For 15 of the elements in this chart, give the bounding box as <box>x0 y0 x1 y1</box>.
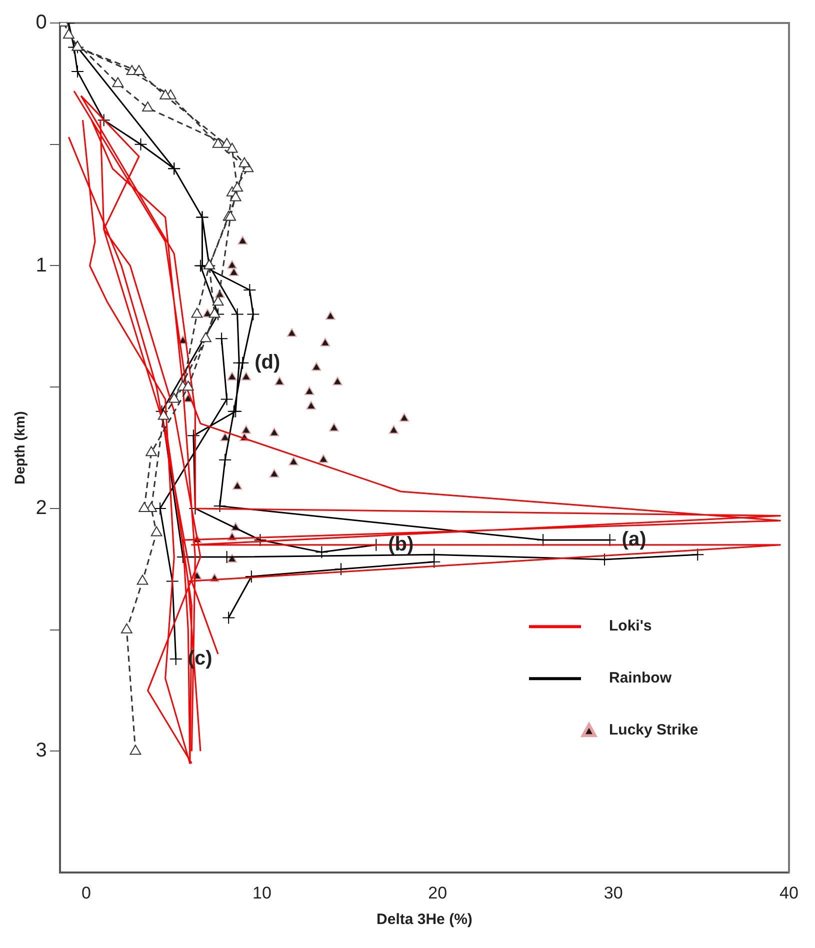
x-tick-label: 20 <box>428 883 448 902</box>
legend-label: Lucky Strike <box>609 722 698 739</box>
x-tick-label: 40 <box>780 883 798 902</box>
legend-label: Rainbow <box>609 670 672 687</box>
x-tick-label: 0 <box>82 883 92 902</box>
y-tick-label: 3 <box>36 740 47 762</box>
annotation: (d) <box>254 351 280 374</box>
y-tick-label: 1 <box>36 254 47 276</box>
x-tick-label: 10 <box>252 883 272 902</box>
y-axis-title: Depth (km) <box>11 411 28 484</box>
x-axis-title: Delta 3He (%) <box>376 911 472 928</box>
x-tick-label: 30 <box>604 883 623 902</box>
y-tick-label: 0 <box>36 12 47 34</box>
legend-label: Loki's <box>609 618 652 635</box>
y-tick-label: 2 <box>36 497 47 519</box>
